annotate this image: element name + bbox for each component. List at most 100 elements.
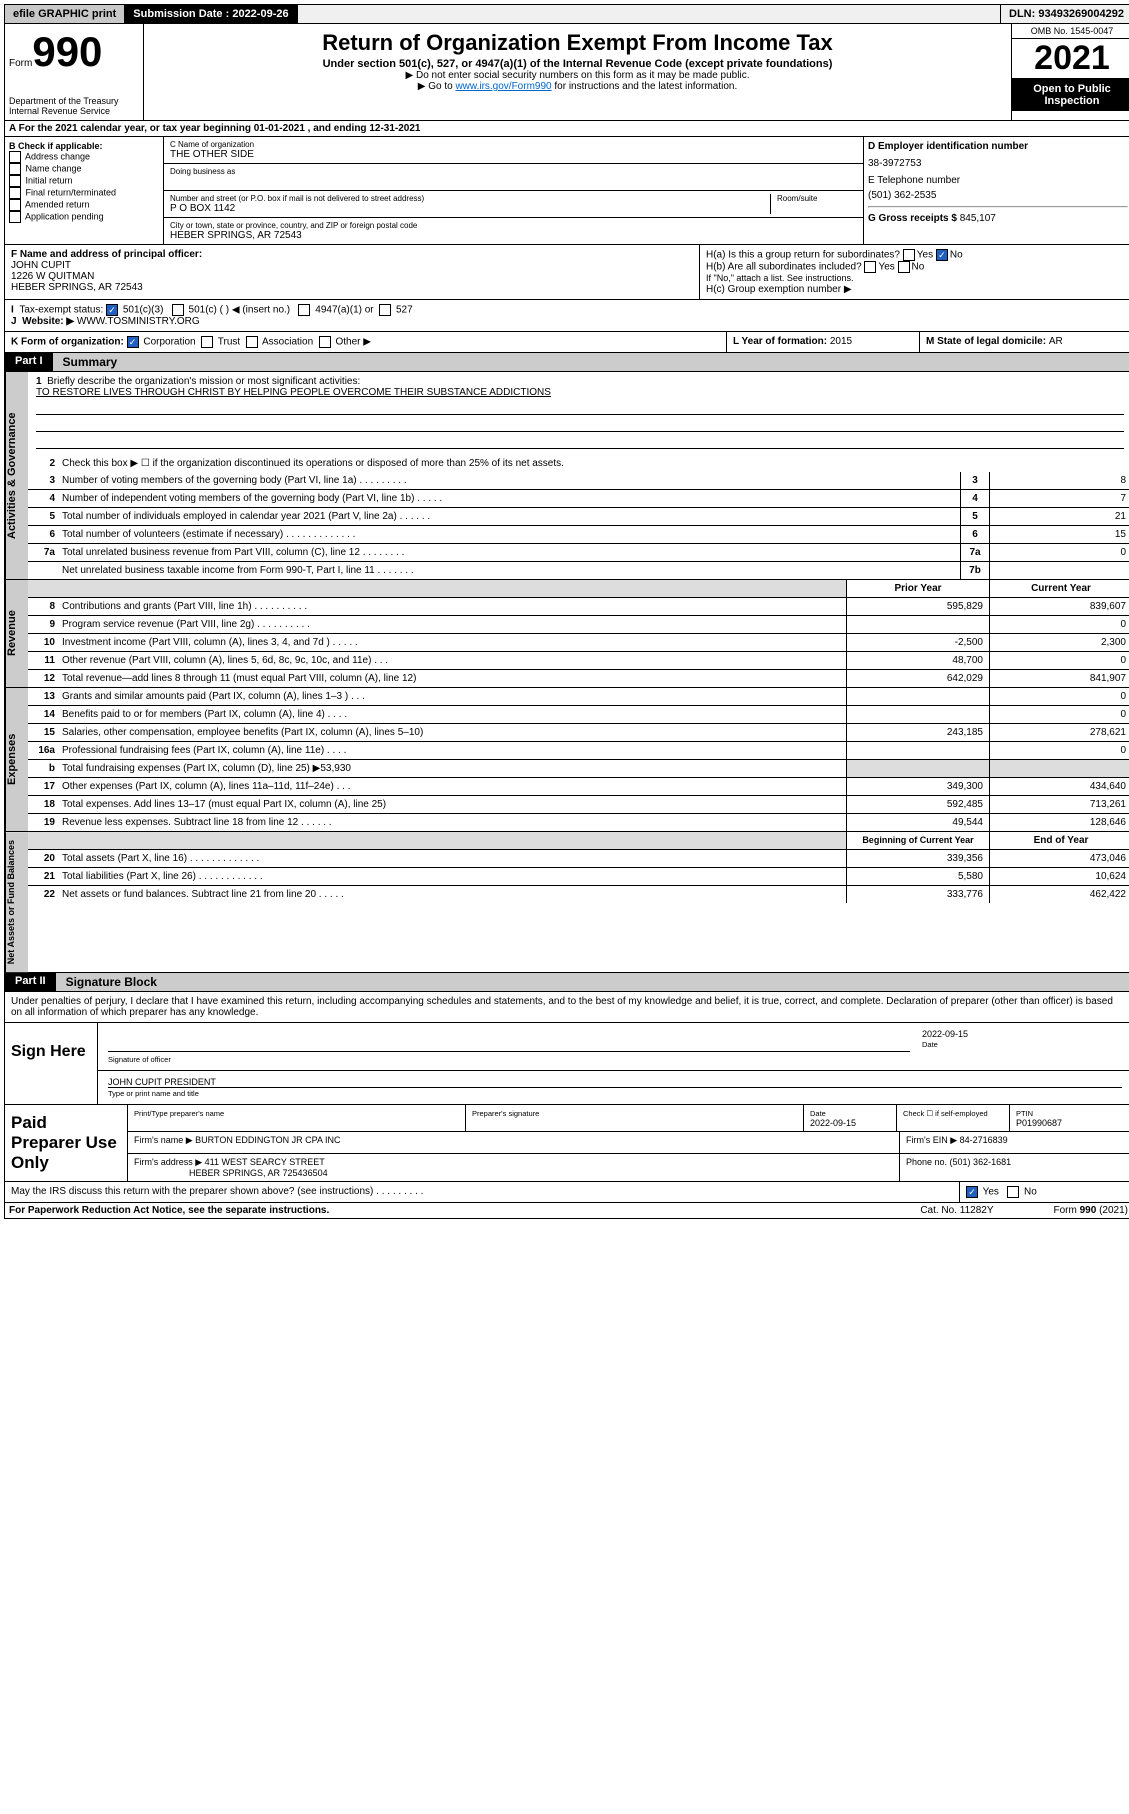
may-irs-question: May the IRS discuss this return with the…	[5, 1182, 960, 1202]
opt-initial-return: Initial return	[26, 175, 73, 185]
rev-8-num: 8	[28, 598, 58, 615]
row-l: L Year of formation: 2015	[727, 332, 920, 352]
ha-no[interactable]	[936, 249, 948, 261]
val-5: 21	[989, 508, 1129, 525]
gross-label: G Gross receipts $	[868, 213, 960, 224]
rev-9-py	[846, 616, 989, 633]
mission-text: TO RESTORE LIVES THROUGH CHRIST BY HELPI…	[36, 387, 551, 398]
submission-date-label: Submission Date :	[133, 8, 232, 20]
opt-trust: Trust	[218, 337, 240, 348]
net-21-desc: Total liabilities (Part X, line 26) . . …	[58, 868, 846, 885]
rev-11-desc: Other revenue (Part VIII, column (A), li…	[58, 652, 846, 669]
org-name: THE OTHER SIDE	[170, 149, 254, 160]
exp-14-cy: 0	[989, 706, 1129, 723]
cb-other[interactable]	[319, 336, 331, 348]
cb-501c3[interactable]	[106, 304, 118, 316]
cb-corp[interactable]	[127, 336, 139, 348]
rev-11-num: 11	[28, 652, 58, 669]
opt-final-return: Final return/terminated	[26, 187, 117, 197]
checkbox-application-pending[interactable]	[9, 211, 21, 223]
exp-15-num: 15	[28, 724, 58, 741]
irs-link[interactable]: www.irs.gov/Form990	[455, 81, 551, 92]
may-irs-no[interactable]	[1007, 1186, 1019, 1198]
cb-4947[interactable]	[298, 304, 310, 316]
sign-here-label: Sign Here	[5, 1023, 98, 1104]
website-label: Website: ▶	[22, 316, 74, 327]
row-k: K Form of organization: Corporation Trus…	[5, 332, 727, 352]
hdr-begin-year: Beginning of Current Year	[846, 832, 989, 849]
firm-ein: 84-2716839	[960, 1135, 1008, 1145]
cb-assoc[interactable]	[246, 336, 258, 348]
signature-intro: Under penalties of perjury, I declare th…	[4, 992, 1129, 1023]
val-7b	[989, 562, 1129, 579]
net-assets-block: Net Assets or Fund Balances Beginning of…	[4, 832, 1129, 973]
part2-header: Part II Signature Block	[4, 973, 1129, 992]
part2-tab: Part II	[5, 973, 56, 991]
rev-8-cy: 839,607	[989, 598, 1129, 615]
dln: DLN: 93493269004292	[1000, 5, 1129, 23]
firm-addr-label: Firm's address ▶	[134, 1157, 205, 1167]
section-bcd: B Check if applicable: Address change Na…	[4, 137, 1129, 245]
checkbox-name-change[interactable]	[9, 163, 21, 175]
paid-preparer-block: Paid Preparer Use Only Print/Type prepar…	[4, 1105, 1129, 1182]
exp-16b-py	[846, 760, 989, 777]
side-governance: Activities & Governance	[5, 372, 28, 579]
room-label: Room/suite	[777, 194, 857, 203]
domicile: AR	[1049, 336, 1063, 347]
ha-yes[interactable]	[903, 249, 915, 261]
firm-addr1: 411 WEST SEARCY STREET	[205, 1157, 325, 1167]
revenue-block: Revenue Prior Year Current Year 8Contrib…	[4, 580, 1129, 688]
checkbox-initial-return[interactable]	[9, 175, 21, 187]
org-name-label: C Name of organization	[170, 140, 857, 149]
hb-yes[interactable]	[864, 261, 876, 273]
tax-status-label: Tax-exempt status:	[19, 305, 103, 316]
hb-no[interactable]	[898, 261, 910, 273]
part1-header: Part I Summary	[4, 353, 1129, 372]
officer-label: F Name and address of principal officer:	[11, 249, 202, 260]
exp-16b-num: b	[28, 760, 58, 777]
efile-button[interactable]: efile GRAPHIC print	[5, 5, 125, 23]
checkbox-final-return[interactable]	[9, 187, 21, 199]
exp-15-cy: 278,621	[989, 724, 1129, 741]
cb-trust[interactable]	[201, 336, 213, 348]
rev-8-desc: Contributions and grants (Part VIII, lin…	[58, 598, 846, 615]
ptin-label: PTIN	[1016, 1109, 1033, 1118]
exp-17-py: 349,300	[846, 778, 989, 795]
part1-title: Summary	[53, 353, 1129, 371]
line-7a: Total unrelated business revenue from Pa…	[58, 544, 960, 561]
hdr-current-year: Current Year	[989, 580, 1129, 597]
rev-11-py: 48,700	[846, 652, 989, 669]
gross-value: 845,107	[960, 213, 996, 224]
sig-date-label: Date	[922, 1040, 938, 1049]
opt-corp: Corporation	[143, 337, 195, 348]
net-20-desc: Total assets (Part X, line 16) . . . . .…	[58, 850, 846, 867]
exp-18-num: 18	[28, 796, 58, 813]
line-6: Total number of volunteers (estimate if …	[58, 526, 960, 543]
sig-officer-name: JOHN CUPIT PRESIDENT	[108, 1077, 1122, 1088]
footer-form: Form 990 (2021)	[1054, 1205, 1128, 1216]
may-irs-yes[interactable]	[966, 1186, 978, 1198]
form-org-label: K Form of organization:	[11, 337, 124, 348]
officer-name: JOHN CUPIT	[11, 260, 71, 271]
exp-13-num: 13	[28, 688, 58, 705]
net-21-cy: 10,624	[989, 868, 1129, 885]
net-22-py: 333,776	[846, 886, 989, 903]
note-link: ▶ Go to www.irs.gov/Form990 for instruct…	[148, 81, 1007, 92]
checkbox-address-change[interactable]	[9, 151, 21, 163]
cb-501c[interactable]	[172, 304, 184, 316]
row-m: M State of legal domicile: AR	[920, 332, 1129, 352]
exp-15-py: 243,185	[846, 724, 989, 741]
cb-527[interactable]	[379, 304, 391, 316]
opt-4947: 4947(a)(1) or	[315, 305, 373, 316]
opt-other: Other ▶	[335, 337, 370, 348]
opt-application-pending: Application pending	[25, 211, 104, 221]
side-net-assets: Net Assets or Fund Balances	[5, 832, 28, 972]
mission-label: Briefly describe the organization's miss…	[47, 376, 360, 387]
may-irs-row: May the IRS discuss this return with the…	[4, 1182, 1129, 1203]
part2-title: Signature Block	[56, 973, 1129, 991]
line-5: Total number of individuals employed in …	[58, 508, 960, 525]
prep-name-label: Print/Type preparer's name	[134, 1109, 224, 1118]
form-header: Form990 Department of the Treasury Inter…	[4, 24, 1129, 121]
submission-date-value: 2022-09-26	[232, 8, 288, 20]
checkbox-amended[interactable]	[9, 199, 21, 211]
